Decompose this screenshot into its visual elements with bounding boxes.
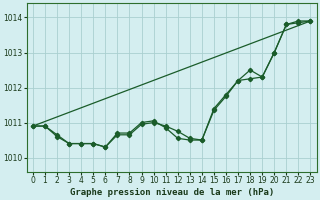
X-axis label: Graphe pression niveau de la mer (hPa): Graphe pression niveau de la mer (hPa) [69,188,274,197]
